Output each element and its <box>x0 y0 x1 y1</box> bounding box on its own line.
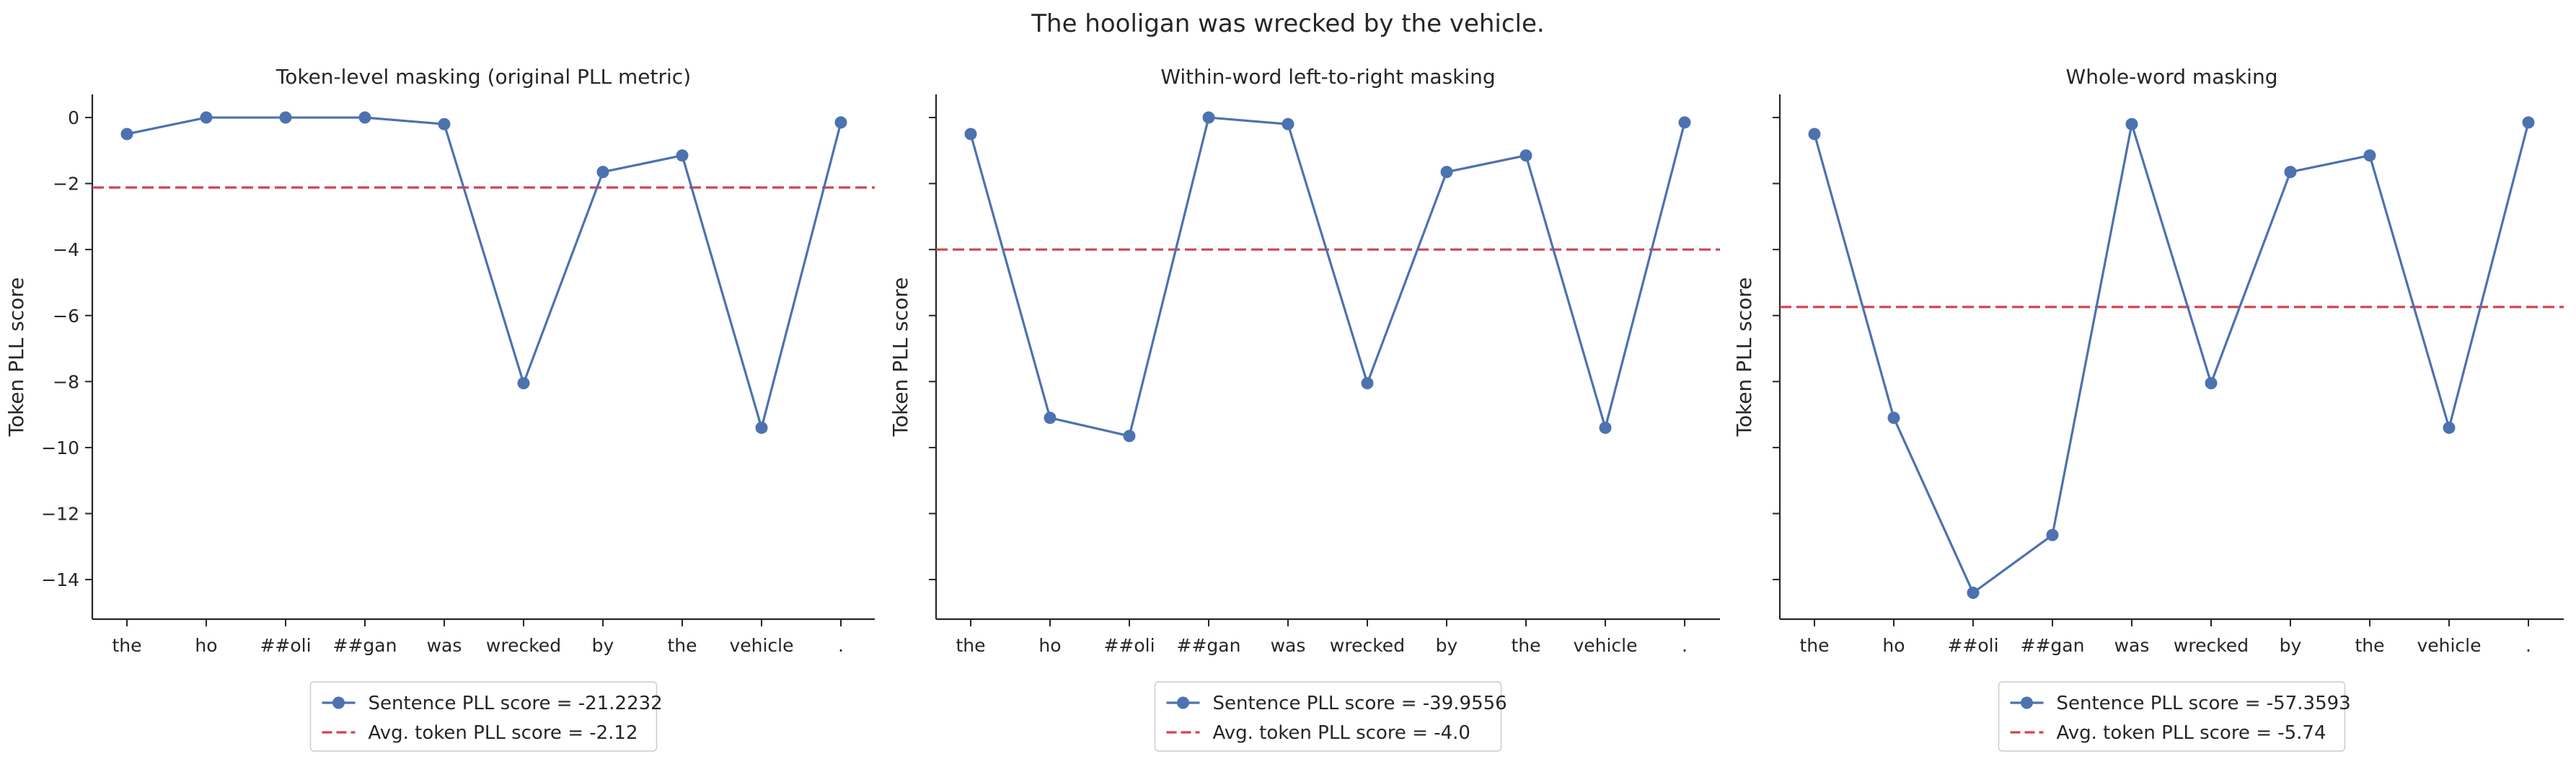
data-point <box>1678 116 1691 129</box>
legend-label: Sentence PLL score = -57.3593 <box>2057 693 2351 714</box>
data-point <box>964 128 977 141</box>
chart-panel-3: Whole-word masking Token PLL score the ho ##… <box>1732 65 2564 752</box>
x-tick-label: was <box>427 635 462 656</box>
legend-label: Avg. token PLL score = -2.12 <box>369 722 638 744</box>
y-tick-label: −2 <box>53 174 79 195</box>
data-point <box>1044 412 1057 425</box>
x-tick-label: wrecked <box>486 635 561 656</box>
data-point <box>1808 128 1821 141</box>
x-tick-label: ##gan <box>1177 635 1241 656</box>
x-tick-label: ##gan <box>2021 635 2085 656</box>
y-tick-label: −8 <box>53 371 79 392</box>
data-point <box>517 377 530 390</box>
data-point <box>2522 116 2535 129</box>
data-point <box>279 111 292 124</box>
legend-frame <box>1998 681 2346 752</box>
data-point <box>1519 149 1532 162</box>
data-point <box>358 111 371 124</box>
panel-title: Whole-word masking <box>2066 65 2278 89</box>
x-tick-label: ##oli <box>1947 635 1998 656</box>
legend-marker <box>1177 696 1189 709</box>
legend-marker <box>332 696 345 709</box>
legend-label: Avg. token PLL score = -5.74 <box>2057 722 2326 744</box>
legend-frame <box>1154 681 1502 752</box>
x-tick-label: the <box>956 635 985 656</box>
x-tick-label: ho <box>1882 635 1905 656</box>
panel-title: Within-word left-to-right masking <box>1160 65 1495 89</box>
x-tick-label: . <box>838 635 844 656</box>
data-point <box>438 117 451 130</box>
series-line <box>126 116 842 430</box>
y-tick-label: −14 <box>41 569 79 590</box>
x-tick-label: ##oli <box>260 635 311 656</box>
y-tick-label: −6 <box>53 306 79 327</box>
x-tick-label: vehicle <box>1573 635 1637 656</box>
legend-marker <box>2021 696 2033 709</box>
data-point <box>2205 377 2218 390</box>
y-axis-label: Token PLL score <box>888 278 912 438</box>
data-point <box>1282 117 1294 130</box>
x-tick-label: vehicle <box>729 635 793 656</box>
data-point <box>596 166 609 179</box>
data-point <box>2125 117 2138 130</box>
x-tick-label: was <box>2114 635 2150 656</box>
x-tick-label: the <box>1799 635 1829 656</box>
data-point <box>676 149 689 162</box>
series-line <box>1813 122 2530 594</box>
y-tick-label: −4 <box>53 239 79 260</box>
data-point <box>1967 586 1980 599</box>
x-tick-label: the <box>112 635 141 656</box>
chart-panel-1: Token-level masking (original PLL metric… <box>4 65 875 752</box>
x-tick-label: wrecked <box>1330 635 1405 656</box>
data-point <box>1440 166 1453 179</box>
data-point <box>2284 166 2297 179</box>
x-tick-label: ##oli <box>1103 635 1155 656</box>
y-axis-label: Token PLL score <box>4 278 28 438</box>
data-point <box>1887 412 1900 425</box>
x-tick-label: the <box>667 635 697 656</box>
data-point <box>834 116 847 129</box>
x-tick-label: the <box>2355 635 2384 656</box>
data-point <box>1202 111 1215 124</box>
y-tick-label: 0 <box>68 107 79 128</box>
x-tick-label: by <box>1436 635 1458 656</box>
x-tick-label: . <box>1682 635 1688 656</box>
x-tick-label: was <box>1271 635 1306 656</box>
figure-suptitle: The hooligan was wrecked by the vehicle. <box>1031 9 1544 38</box>
data-point <box>1361 377 1374 390</box>
data-point <box>2046 528 2059 541</box>
x-tick-label: ##gan <box>333 635 397 656</box>
legend: Sentence PLL score = -21.2232 Avg. token … <box>309 681 663 752</box>
data-point <box>2363 149 2376 162</box>
panel-title: Token-level masking (original PLL metric… <box>275 65 691 89</box>
legend-frame <box>309 681 658 752</box>
legend: Sentence PLL score = -57.3593 Avg. token … <box>1998 681 2351 752</box>
x-tick-label: ho <box>1038 635 1061 656</box>
series-line <box>969 116 1686 438</box>
x-tick-label: vehicle <box>2417 635 2481 656</box>
data-point <box>1599 421 1612 434</box>
x-tick-label: wrecked <box>2174 635 2249 656</box>
legend-label: Sentence PLL score = -39.9556 <box>1213 693 1507 714</box>
y-axis-label: Token PLL score <box>1732 278 1756 438</box>
data-point <box>200 111 213 124</box>
data-point <box>120 128 133 141</box>
x-tick-label: the <box>1511 635 1540 656</box>
chart-panel-2: Within-word left-to-right masking Token P… <box>888 65 1720 752</box>
x-tick-label: . <box>2526 635 2531 656</box>
x-tick-label: ho <box>195 635 217 656</box>
data-point <box>2443 421 2456 434</box>
x-tick-label: by <box>2280 635 2302 656</box>
legend-label: Sentence PLL score = -21.2232 <box>369 693 663 714</box>
y-tick-label: −10 <box>41 438 79 458</box>
legend-label: Avg. token PLL score = -4.0 <box>1213 722 1470 744</box>
y-tick-label: −12 <box>41 503 79 524</box>
x-tick-label: by <box>592 635 614 656</box>
legend: Sentence PLL score = -39.9556 Avg. token … <box>1154 681 1507 752</box>
data-point <box>1123 430 1136 443</box>
data-point <box>755 421 768 434</box>
